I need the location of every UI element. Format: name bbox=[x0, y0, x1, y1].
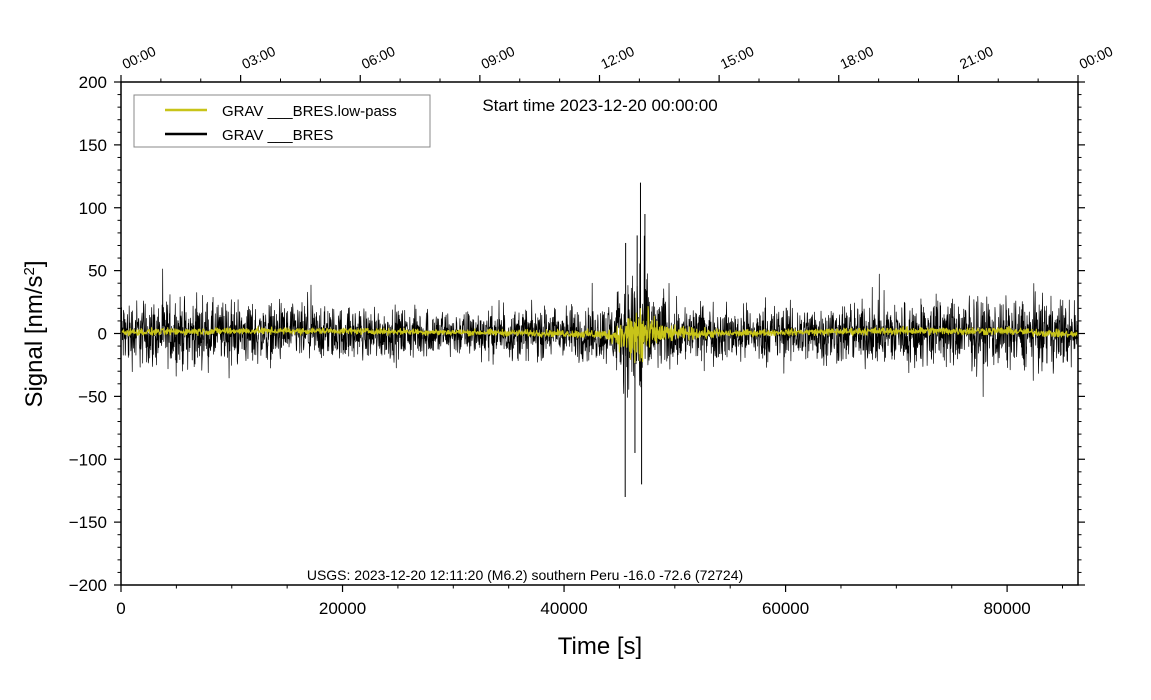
x-tick-label: 20000 bbox=[319, 599, 366, 618]
legend-label-raw: GRAV ___BRES bbox=[222, 127, 333, 144]
y-tick-label: −100 bbox=[69, 450, 107, 469]
x-axis-label: Time [s] bbox=[558, 633, 642, 660]
x-tick-label: 60000 bbox=[762, 599, 809, 618]
top-time-axis: 00:00 03:00 06:00 09:00 12:00 15:00 18:00 21:00… bbox=[120, 43, 1116, 82]
series-line-0 bbox=[121, 305, 1078, 364]
y-tick-label: 150 bbox=[79, 136, 107, 155]
chart-title: Start time 2023-12-20 00:00:00 bbox=[482, 96, 717, 115]
x-tick-label: 40000 bbox=[540, 599, 587, 618]
x-axis: 0 20000 40000 60000 80000 bbox=[116, 585, 1063, 618]
y-tick-label: −150 bbox=[69, 513, 107, 532]
top-tick-label: 12:00 bbox=[598, 43, 637, 72]
y-tick-label: 50 bbox=[88, 262, 107, 281]
top-tick-label: 09:00 bbox=[478, 43, 517, 72]
top-tick-label: 18:00 bbox=[837, 43, 876, 72]
x-tick-label: 80000 bbox=[983, 599, 1030, 618]
legend-label-lowpass: GRAV ___BRES.low-pass bbox=[222, 103, 397, 120]
top-tick-label: 00:00 bbox=[1077, 43, 1116, 72]
legend: GRAV ___BRES.low-pass GRAV ___BRES bbox=[133, 94, 431, 148]
top-tick-label: 00:00 bbox=[120, 43, 159, 72]
top-tick-label: 21:00 bbox=[957, 43, 996, 72]
y-axis-label-main: Signal [nm/s bbox=[21, 275, 48, 407]
y-axis-label-sup: 2 bbox=[21, 267, 38, 275]
series-layer bbox=[121, 182, 1078, 497]
y-axis-label: Signal [nm/s2] bbox=[21, 260, 49, 407]
y-axis-label-close: ] bbox=[21, 260, 48, 267]
legend-box bbox=[133, 94, 431, 148]
event-annotation: USGS: 2023-12-20 12:11:20 (M6.2) souther… bbox=[307, 567, 743, 583]
top-tick-label: 06:00 bbox=[359, 43, 398, 72]
y-tick-label: 0 bbox=[98, 325, 107, 344]
y-tick-label: 200 bbox=[79, 73, 107, 92]
y-tick-label: −200 bbox=[69, 576, 107, 595]
top-tick-label: 15:00 bbox=[718, 43, 757, 72]
top-tick-label: 03:00 bbox=[239, 43, 278, 72]
y-axis: −200 −150 −100 −50 0 50 100 150 200 bbox=[69, 73, 1085, 595]
series-line-1 bbox=[121, 235, 1078, 398]
y-tick-label: −50 bbox=[78, 387, 107, 406]
x-tick-label: 0 bbox=[116, 599, 125, 618]
y-tick-label: 100 bbox=[79, 199, 107, 218]
